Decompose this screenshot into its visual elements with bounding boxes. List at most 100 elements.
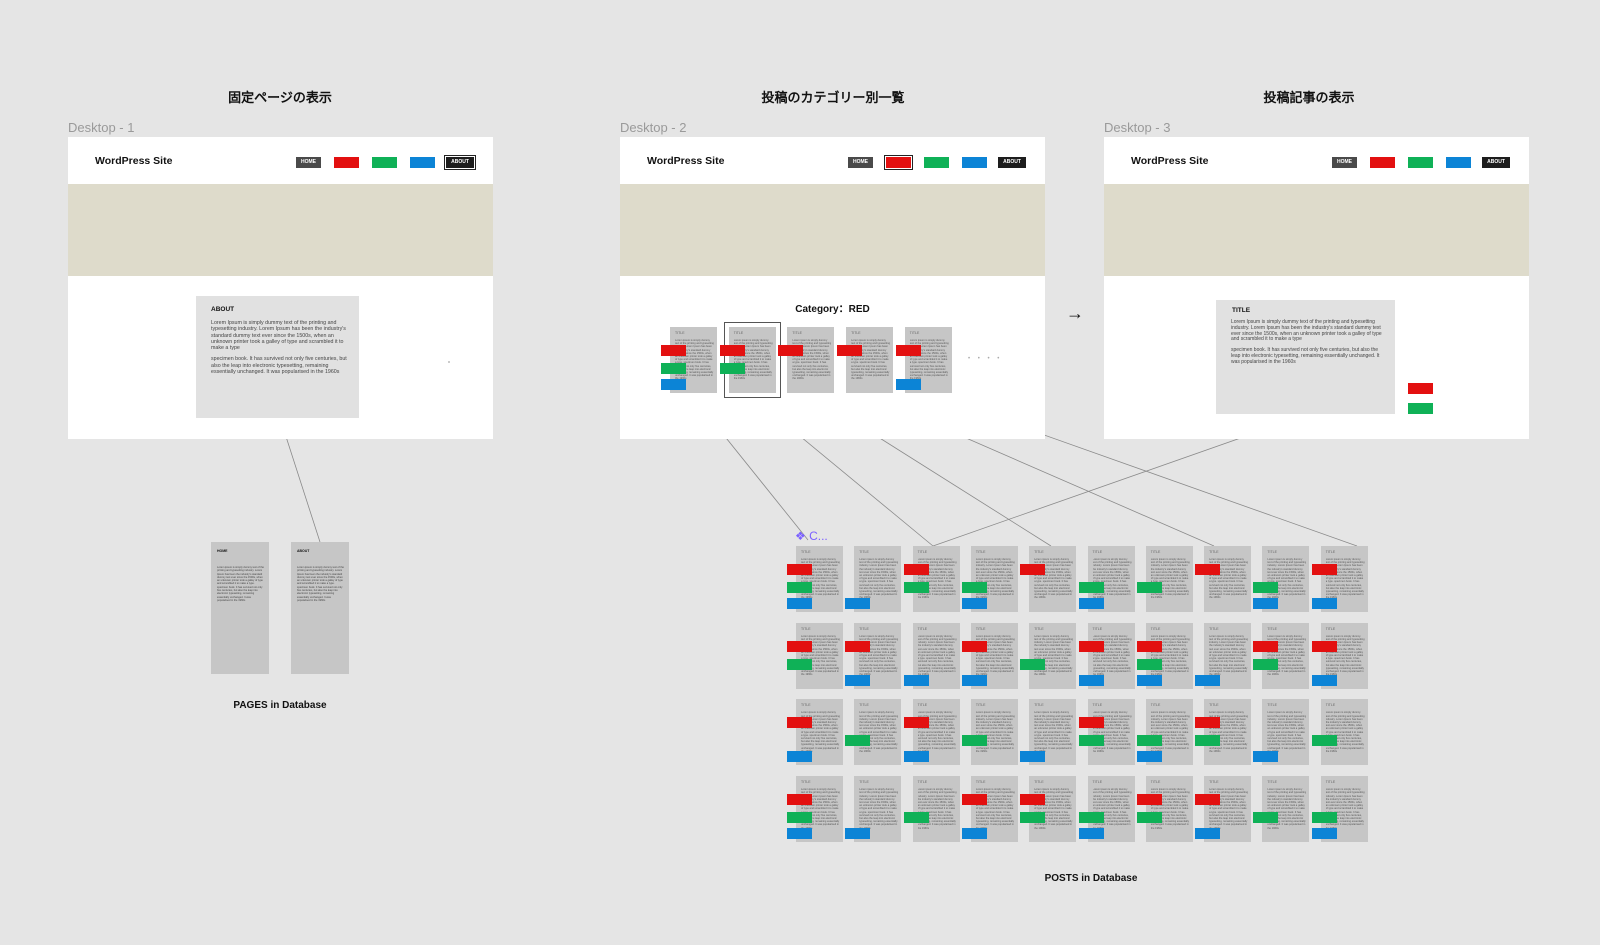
post-card-title: TITLE: [859, 780, 869, 785]
category-tag-blue: [903, 751, 929, 763]
category-tag-blue: [1136, 751, 1162, 763]
post-card-text: Lorem ipsum is simply dummy text of the …: [917, 711, 957, 752]
nav-green-button[interactable]: [1408, 157, 1433, 168]
post-card-text: Lorem ipsum is simply dummy text of the …: [975, 634, 1015, 676]
site-title[interactable]: WordPress Site: [95, 155, 173, 167]
nav-green-button[interactable]: [924, 157, 949, 168]
post-card[interactable]: TITLE Lorem ipsum is simply dummy text of…: [912, 546, 960, 612]
post-card[interactable]: TITLE Lorem ipsum is simply dummy text of…: [1029, 546, 1077, 612]
category-tag-green: [1078, 812, 1104, 824]
category-tag-blue: [1136, 674, 1162, 686]
post-card[interactable]: TITLE Lorem ipsum is simply dummy text of…: [1262, 622, 1310, 689]
post-card[interactable]: TITLE Lorem ipsum is simply dummy text of…: [728, 327, 776, 393]
post-card-title: TITLE: [1034, 703, 1044, 708]
nav-blue-button[interactable]: [1446, 157, 1471, 168]
post-card-text: Lorem ipsum is simply dummy text of the …: [1034, 558, 1074, 600]
category-tag-blue: [903, 674, 929, 686]
post-card-title: TITLE: [1325, 550, 1336, 554]
category-tag-red: [895, 345, 921, 356]
category-tag-red: [1195, 794, 1221, 806]
post-card[interactable]: TITLE Lorem ipsum is simply dummy text of…: [1087, 776, 1135, 843]
post-card[interactable]: TITLE Lorem ipsum is simply dummy text of…: [912, 776, 960, 843]
nav-red-button[interactable]: [884, 155, 913, 170]
post-card[interactable]: TITLE Lorem ipsum is simply dummy text of…: [1029, 776, 1077, 843]
category-tag-red: [903, 717, 929, 729]
site-header: WordPress Site HOME ABOUT: [620, 137, 1045, 184]
post-card-text: Lorem ipsum is simply dummy text of the …: [1267, 711, 1307, 752]
post-card-title: TITLE: [859, 626, 869, 631]
post-card-text: Lorem ipsum is simply dummy text of the …: [1092, 788, 1132, 829]
post-title: TITLE: [1232, 307, 1251, 314]
post-card-title: TITLE: [675, 331, 685, 335]
category-tag-red: [961, 794, 987, 806]
post-card[interactable]: TITLE Lorem ipsum is simply dummy text of…: [1029, 622, 1077, 689]
post-card[interactable]: TITLE Lorem ipsum is simply dummy text of…: [1320, 699, 1368, 766]
post-card[interactable]: TITLE Lorem ipsum is simply dummy text of…: [970, 699, 1018, 766]
post-card[interactable]: TITLE Lorem ipsum is simply dummy text of…: [1087, 546, 1135, 612]
post-card[interactable]: TITLE Lorem ipsum is simply dummy text of…: [1087, 699, 1135, 766]
nav-home-button[interactable]: HOME: [1332, 157, 1357, 168]
nav-blue-button[interactable]: [410, 157, 435, 168]
post-card[interactable]: TITLE Lorem ipsum is simply dummy text of…: [1262, 699, 1310, 766]
post-card-text: Lorem ipsum is simply dummy text of the …: [1092, 634, 1132, 676]
category-tag-green: [1078, 582, 1104, 593]
post-card[interactable]: TITLE Lorem ipsum is simply dummy text of…: [854, 699, 902, 766]
post-card-title: TITLE: [1034, 550, 1044, 554]
site-title[interactable]: WordPress Site: [1131, 155, 1209, 167]
post-card[interactable]: TITLE Lorem ipsum is simply dummy text of…: [787, 327, 835, 393]
nav-red-button[interactable]: [334, 157, 359, 168]
page-record[interactable]: ABOUT Lorem ipsum is simply dummy text of…: [291, 542, 349, 674]
section-title-post: 投稿記事の表示: [1263, 90, 1355, 105]
post-card-title: TITLE: [859, 550, 869, 554]
nav-about-button[interactable]: ABOUT: [998, 157, 1026, 168]
post-card-text: Lorem ipsum is simply dummy text of the …: [975, 711, 1015, 753]
nav-home-button[interactable]: HOME: [848, 157, 873, 168]
posts-db-label: POSTS in Database: [1044, 873, 1138, 884]
section-title-category: 投稿のカテゴリー別一覧: [761, 90, 905, 105]
nav-green-button[interactable]: [372, 157, 397, 168]
post-card[interactable]: TITLE Lorem ipsum is simply dummy text of…: [1145, 699, 1193, 766]
post-card-title: TITLE: [1267, 703, 1277, 708]
post-card-text: Lorem ipsum is simply dummy text of the …: [792, 339, 832, 381]
frame-label: Desktop - 2: [620, 120, 687, 135]
post-card[interactable]: TITLE Lorem ipsum is simply dummy text of…: [1204, 699, 1252, 766]
category-tag-green: [903, 582, 929, 593]
nav-blue-button[interactable]: [962, 157, 987, 168]
category-tag-red: [845, 640, 871, 652]
category-tag-green: [1136, 735, 1162, 747]
nav-about-button[interactable]: ABOUT: [444, 155, 476, 170]
post-card-text: Lorem ipsum is simply dummy text of the …: [917, 788, 957, 830]
post-card[interactable]: TITLE Lorem ipsum is simply dummy text of…: [796, 699, 843, 766]
post-card-title: TITLE: [975, 780, 986, 785]
page-record-title: HOME: [217, 549, 228, 553]
post-card-title: TITLE: [909, 331, 920, 335]
category-tag-blue: [1195, 674, 1221, 686]
component-label[interactable]: ❖ C...: [795, 529, 828, 543]
post-card[interactable]: TITLE Lorem ipsum is simply dummy text of…: [1262, 776, 1310, 843]
post-card-title: TITLE: [917, 550, 928, 554]
post-card[interactable]: TITLE Lorem ipsum is simply dummy text of…: [1262, 546, 1310, 612]
site-header: WordPress Site HOME ABOUT: [1104, 137, 1529, 184]
category-tag-green: [961, 582, 987, 593]
post-card-text: Lorem ipsum is simply dummy text of the …: [801, 788, 840, 829]
page-record[interactable]: HOME Lorem ipsum is simply dummy text of …: [211, 542, 269, 674]
post-card[interactable]: TITLE Lorem ipsum is simply dummy text of…: [1204, 622, 1252, 689]
post-category-tag-green: [1408, 403, 1433, 414]
post-card[interactable]: TITLE Lorem ipsum is simply dummy text of…: [846, 327, 894, 393]
site-title[interactable]: WordPress Site: [647, 155, 725, 167]
nav-red-button[interactable]: [1370, 157, 1395, 168]
category-tag-green: [787, 812, 812, 824]
post-card[interactable]: TITLE Lorem ipsum is simply dummy text of…: [1145, 546, 1193, 612]
post-card[interactable]: TITLE Lorem ipsum is simply dummy text of…: [796, 622, 843, 689]
category-tag-red: [1078, 717, 1104, 729]
post-card[interactable]: TITLE Lorem ipsum is simply dummy text of…: [1087, 622, 1135, 689]
post-card[interactable]: TITLE Lorem ipsum is simply dummy text of…: [1204, 546, 1252, 612]
post-card[interactable]: TITLE Lorem ipsum is simply dummy text of…: [1204, 776, 1252, 843]
category-tag-blue: [1311, 598, 1337, 609]
post-card-text: Lorem ipsum is simply dummy text of the …: [1325, 558, 1365, 599]
post-card[interactable]: TITLE Lorem ipsum is simply dummy text of…: [1145, 776, 1193, 843]
post-card-title: TITLE: [1267, 550, 1277, 554]
nav-home-button[interactable]: HOME: [296, 157, 321, 168]
nav-about-button[interactable]: ABOUT: [1482, 157, 1510, 168]
category-tag-red: [787, 640, 812, 652]
